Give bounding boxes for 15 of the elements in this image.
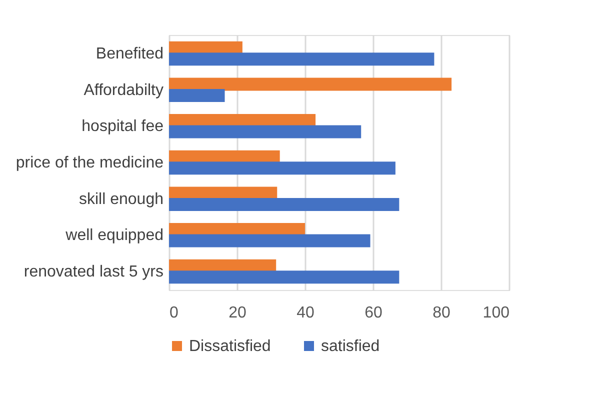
x-tick-label: 0: [170, 304, 178, 322]
x-tick-label: 60: [364, 304, 382, 322]
y-tick-label: Benefited: [96, 46, 164, 63]
y-tick-label: price of the medicine: [16, 154, 164, 172]
y-tick-label: well equipped: [64, 227, 164, 244]
x-tick-label: 100: [482, 304, 510, 322]
y-tick-label: skill enough: [79, 190, 164, 208]
legend-label: satisfied: [321, 338, 380, 355]
x-tick-label: 20: [228, 304, 246, 322]
x-tick-label: 80: [432, 304, 450, 322]
legend-label: Dissatisfied: [189, 338, 271, 355]
y-tick-label: hospital fee: [82, 118, 164, 136]
y-tick-label: renovated last 5 yrs: [24, 263, 164, 280]
x-tick-label: 40: [296, 304, 314, 322]
y-tick-label: Affordabilty: [84, 82, 164, 99]
